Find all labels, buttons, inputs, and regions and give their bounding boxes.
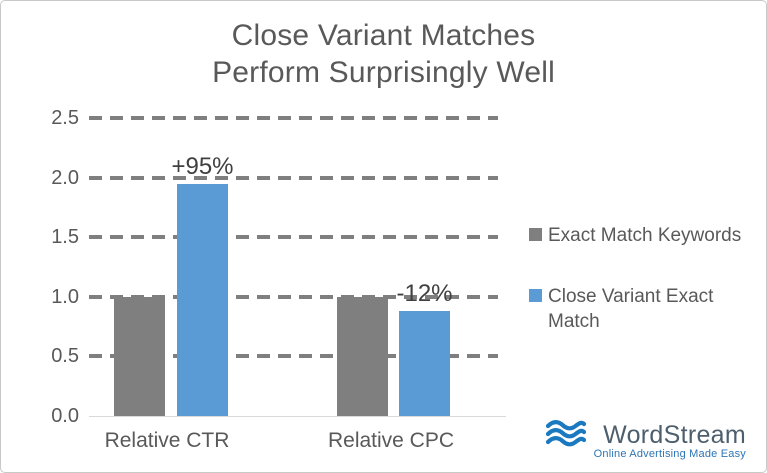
- x-axis-line: [89, 416, 506, 417]
- y-tick-label-2.0: 2.0: [51, 166, 79, 189]
- bar-value-label-0: +95%: [171, 152, 234, 180]
- legend-label-close-variant: Close Variant Exact Match: [548, 286, 714, 332]
- gridline-2.0: [89, 175, 498, 180]
- category-label-relative-cpc: Relative CPC: [327, 429, 455, 452]
- gridline-1.5: [89, 235, 498, 240]
- legend-swatch-gray: [529, 228, 542, 241]
- category-label-relative-ctr: Relative CTR: [104, 429, 230, 452]
- bar-exact-match-keywords-1: [337, 296, 388, 416]
- wave-icon: [545, 419, 586, 453]
- legend-swatch-blue: [529, 289, 542, 302]
- gridline-2.5: [89, 116, 498, 120]
- legend: Exact Match Keywords Close Variant Exact…: [529, 223, 754, 370]
- y-tick-label-2.5: 2.5: [51, 107, 79, 129]
- y-tick-label-1.5: 1.5: [51, 226, 79, 249]
- chart-title: Close Variant Matches Perform Surprising…: [1, 17, 766, 91]
- y-tick-label-1.0: 1.0: [51, 285, 79, 308]
- y-tick-label-0.0: 0.0: [51, 405, 79, 427]
- bar-exact-match-keywords-0: [114, 296, 165, 416]
- bar-close-variant-exact-match-1: [399, 311, 450, 416]
- logo-text: WordStream Online Advertising Made Easy: [594, 422, 746, 460]
- legend-label-exact-match: Exact Match Keywords: [548, 225, 742, 246]
- bar-value-label-1: -12%: [396, 280, 453, 308]
- logo-name: WordStream: [603, 421, 746, 449]
- logo-tagline: Online Advertising Made Easy: [593, 448, 746, 460]
- wordstream-logo: WordStream Online Advertising Made Easy: [545, 419, 746, 460]
- y-tick-label-0.5: 0.5: [51, 345, 79, 368]
- legend-item-exact-match: Exact Match Keywords: [529, 223, 754, 248]
- chart-title-line-2: Perform Surprisingly Well: [212, 56, 555, 89]
- gridline-1.0: [89, 294, 498, 299]
- bar-close-variant-exact-match-0: [177, 183, 228, 416]
- legend-item-close-variant: Close Variant Exact Match: [529, 284, 754, 334]
- gridline-0.5: [89, 354, 498, 359]
- chart-title-line-1: Close Variant Matches: [231, 19, 536, 52]
